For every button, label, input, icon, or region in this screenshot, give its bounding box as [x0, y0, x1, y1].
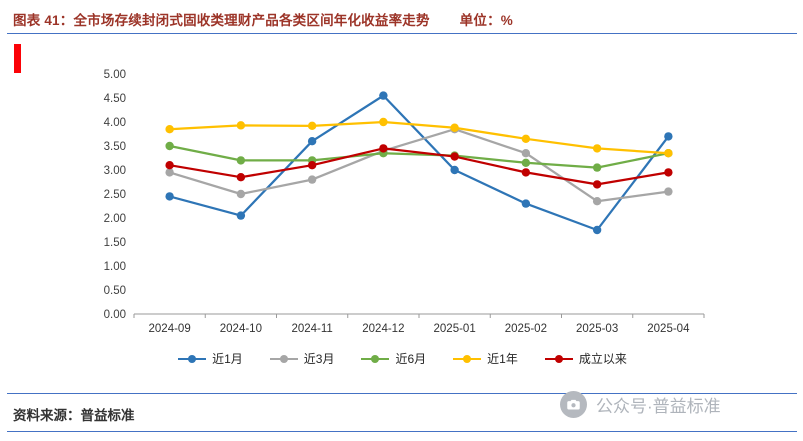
data-point-marker: [165, 161, 174, 170]
data-point-marker: [664, 149, 673, 158]
data-point-marker: [450, 165, 459, 175]
y-tick-label: 2.50: [104, 189, 126, 201]
figure-title: 图表 41：全市场存续封闭式固收类理财产品各类区间年化收益率走势: [13, 13, 430, 28]
data-point-marker: [165, 141, 174, 151]
y-tick-label: 4.00: [104, 117, 126, 129]
data-point-marker: [307, 161, 317, 170]
x-tick-label: 2025-01: [434, 323, 476, 335]
data-point-marker: [450, 152, 459, 161]
data-point-marker: [521, 149, 531, 158]
legend-item: 成立以来: [544, 350, 627, 367]
figure-title-row: 图表 41：全市场存续封闭式固收类理财产品各类区间年化收益率走势 单位：%: [13, 9, 795, 29]
legend-label: 近3月: [303, 352, 335, 366]
watermark: 公众号·普益标准: [560, 391, 721, 418]
data-point-marker: [379, 91, 388, 100]
data-point-marker: [450, 123, 459, 132]
legend-marker-icon: [269, 354, 298, 363]
red-accent-bar: [14, 44, 21, 73]
data-point-marker: [592, 163, 602, 172]
series-line: [168, 147, 670, 186]
data-point-marker: [592, 180, 602, 189]
chart-legend: 近1月 近3月 近6月 近1年 成立以来: [82, 350, 722, 367]
x-tick-label: 2025-04: [647, 323, 690, 335]
legend-label: 近1年: [487, 352, 518, 366]
data-point-marker: [307, 121, 317, 131]
legend-marker-icon: [361, 354, 390, 363]
x-tick-label: 2025-03: [576, 323, 618, 335]
data-point-marker: [379, 144, 388, 153]
y-tick-label: 1.50: [104, 237, 126, 249]
data-point-marker: [236, 173, 246, 182]
data-point-marker: [664, 132, 673, 141]
y-tick-label: 3.50: [104, 141, 126, 153]
y-tick-label: 0.00: [104, 309, 126, 321]
y-tick-label: 3.00: [104, 165, 126, 177]
data-point-marker: [664, 168, 673, 177]
divider-top: [7, 33, 797, 34]
divider-bottom: [7, 431, 797, 432]
x-tick-label: 2025-02: [505, 323, 547, 335]
data-point-marker: [307, 137, 317, 146]
y-tick-label: 1.00: [104, 261, 126, 273]
data-point-marker: [236, 189, 246, 199]
data-point-marker: [521, 168, 531, 177]
y-tick-label: 5.00: [104, 69, 126, 81]
unit-label: 单位：%: [459, 13, 513, 28]
legend-marker-icon: [453, 354, 482, 363]
series-line: [168, 120, 670, 155]
data-point-marker: [379, 117, 388, 127]
data-point-marker: [592, 225, 602, 235]
legend-label: 近6月: [395, 352, 427, 366]
data-point-marker: [592, 144, 602, 153]
data-point-marker: [165, 125, 174, 134]
series-line: [168, 144, 670, 169]
data-point-marker: [521, 158, 531, 167]
legend-item: 近3月: [269, 350, 335, 367]
legend-item: 近1月: [177, 350, 243, 367]
data-point-marker: [307, 175, 317, 184]
data-point-marker: [165, 192, 174, 201]
data-point-marker: [592, 197, 602, 206]
data-point-marker: [236, 121, 246, 130]
data-point-marker: [664, 187, 673, 196]
y-tick-label: 4.50: [104, 93, 126, 105]
data-point-marker: [236, 211, 246, 220]
data-point-marker: [236, 156, 246, 165]
y-tick-label: 2.00: [104, 213, 126, 225]
legend-marker-icon: [544, 354, 573, 363]
divider-middle: [7, 393, 797, 394]
data-point-marker: [521, 134, 531, 143]
x-tick-label: 2024-10: [220, 323, 262, 335]
x-tick-label: 2024-11: [291, 323, 332, 335]
legend-label: 成立以来: [578, 352, 627, 366]
x-tick-label: 2024-12: [362, 323, 404, 335]
data-point-marker: [165, 168, 174, 177]
data-source-label: 资料来源：普益标准: [13, 408, 135, 423]
legend-item: 近1年: [452, 350, 518, 367]
yield-trend-line-chart: 0.00 0.50 1.00 1.50 2.00 2.50 3.00 3.50 4.00 4.50…: [104, 69, 705, 335]
data-point-marker: [521, 199, 531, 208]
x-tick-label: 2024-09: [149, 323, 191, 335]
watermark-text: 公众号·普益标准: [596, 397, 721, 416]
legend-item: 近6月: [360, 350, 426, 367]
camera-glyph: [567, 399, 580, 410]
legend-marker-icon: [178, 354, 207, 363]
series-line: [168, 94, 670, 232]
camera-icon: [560, 391, 587, 418]
y-tick-label: 0.50: [104, 285, 126, 297]
series-line: [168, 128, 670, 203]
legend-label: 近1月: [212, 352, 243, 366]
